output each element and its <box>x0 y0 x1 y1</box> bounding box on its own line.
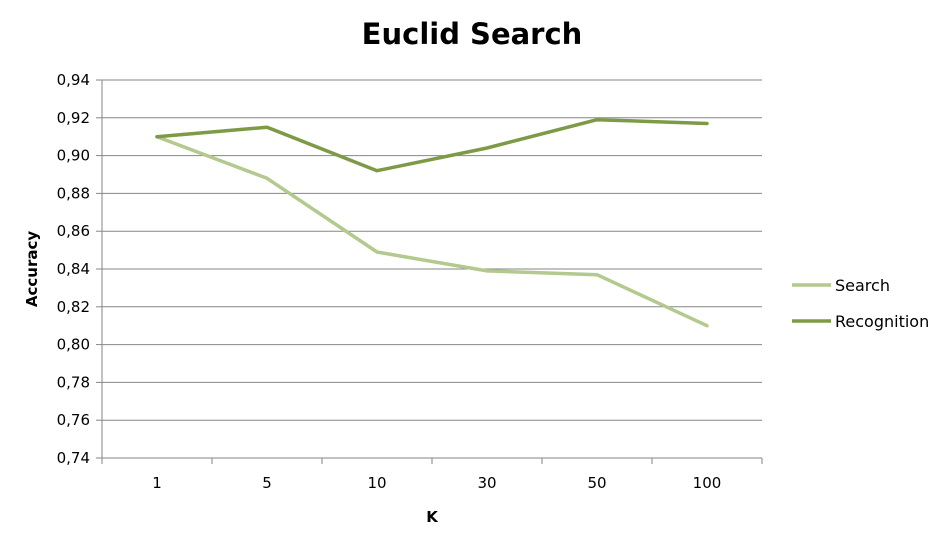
y-tick-label: 0,76 <box>57 411 90 429</box>
x-axis-title: K <box>426 508 439 526</box>
legend: Search Recognition <box>792 276 929 331</box>
y-tick-label: 0,94 <box>57 71 90 89</box>
y-tick-label: 0,86 <box>57 222 90 240</box>
y-tick-label: 0,82 <box>57 298 90 316</box>
legend-label-search: Search <box>835 276 890 295</box>
axes <box>101 80 763 464</box>
series-line-recognition <box>155 117 709 173</box>
y-tick-label: 0,80 <box>57 336 90 354</box>
series-line-search <box>155 134 709 328</box>
y-axis-title: Accuracy <box>23 231 41 307</box>
x-tick-label: 1 <box>152 474 162 492</box>
chart-title: Euclid Search <box>362 17 583 51</box>
y-tick-label: 0,74 <box>57 449 90 467</box>
x-tick-labels: 1 5 10 30 50 100 <box>152 474 721 492</box>
gridlines <box>96 79 762 459</box>
legend-label-recognition: Recognition <box>835 312 929 331</box>
x-tick-label: 50 <box>587 474 606 492</box>
series-lines <box>155 117 709 328</box>
y-tick-label: 0,92 <box>57 109 90 127</box>
y-tick-label: 0,84 <box>57 260 90 278</box>
x-tick-label: 10 <box>367 474 386 492</box>
y-tick-label: 0,90 <box>57 147 90 165</box>
y-tick-labels: 0,74 0,76 0,78 0,80 0,82 0,84 0,86 0,88 0,90 0,92… <box>57 71 90 467</box>
x-tick-label: 30 <box>477 474 496 492</box>
y-tick-label: 0,78 <box>57 373 90 391</box>
x-tick-label: 5 <box>262 474 272 492</box>
y-tick-label: 0,88 <box>57 184 90 202</box>
x-tick-label: 100 <box>693 474 722 492</box>
